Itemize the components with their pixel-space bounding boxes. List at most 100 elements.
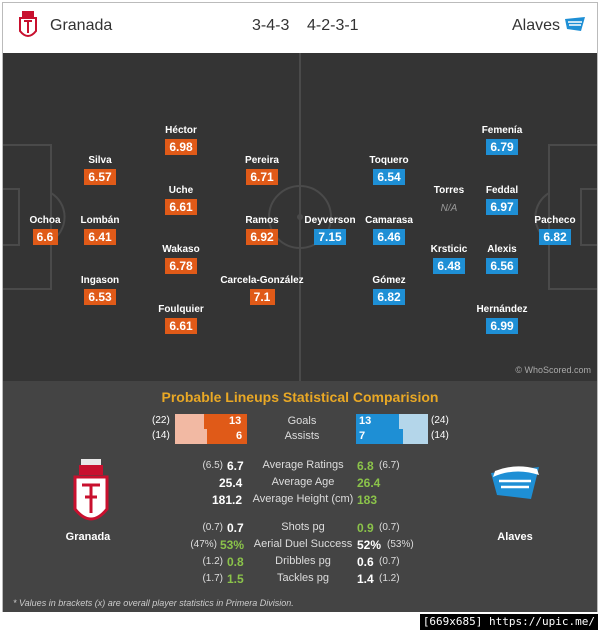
away-assists-value: 7 <box>359 430 366 442</box>
home-team-name[interactable]: Granada <box>50 17 113 34</box>
away-value: 183 <box>357 493 378 507</box>
away-goals-bracket: (24) <box>431 415 449 426</box>
away-bracket: (1.2) <box>379 573 400 584</box>
player-krsticic[interactable]: Krsticic 6.48 <box>404 243 494 275</box>
home-assists-bracket: (14) <box>152 430 170 441</box>
player-name: Krsticic <box>430 244 468 255</box>
player-rating: 6.56 <box>486 258 518 274</box>
player-rating: 6.71 <box>246 169 278 185</box>
player-name: Lombán <box>80 215 120 226</box>
home-assists-value: 6 <box>236 430 243 442</box>
shots-row: (0.7) 0.7 Shots pg 0.9 (0.7) <box>3 520 597 537</box>
player-rating: 6.92 <box>246 229 278 245</box>
assists-label: Assists <box>284 430 320 442</box>
stat-label: Average Ratings <box>262 459 344 471</box>
player-rating: N/A <box>440 203 458 214</box>
match-header: Granada 3-4-3 4-2-3-1 Alaves <box>3 3 597 51</box>
stat-label: Average Height (cm) <box>252 493 354 505</box>
home-value: 53% <box>220 538 245 552</box>
player-ochoa[interactable]: Ochoa 6.6 <box>3 214 90 246</box>
player-name: Gómez <box>372 275 406 286</box>
home-goals-value: 13 <box>229 415 242 427</box>
away-goals-value: 13 <box>359 415 372 427</box>
away-value: 6.8 <box>357 459 374 473</box>
player-name: Héctor <box>165 125 197 136</box>
away-assists-bar <box>356 429 403 444</box>
home-value: 6.7 <box>227 459 244 473</box>
player-femenia[interactable]: Femenía 6.79 <box>457 124 547 156</box>
player-name: Wakaso <box>162 244 200 255</box>
player-wakaso[interactable]: Wakaso 6.78 <box>136 243 226 275</box>
goals-bar-row: (22) 13 Goals 13 (24) <box>3 414 597 429</box>
home-bracket: (1.7) <box>202 573 223 584</box>
player-name: Pereira <box>245 155 279 166</box>
image-watermark: [669x685] https://upic.me/ <box>419 614 598 630</box>
player-hernandez[interactable]: Hernández 6.99 <box>457 303 547 335</box>
player-rating: 6.48 <box>433 258 465 274</box>
player-pacheco[interactable]: Pacheco 6.82 <box>510 214 597 246</box>
player-uche[interactable]: Uche 6.61 <box>136 184 226 216</box>
away-goals-bar <box>356 414 399 429</box>
player-gomez[interactable]: Gómez 6.82 <box>344 274 434 306</box>
player-name: Toquero <box>369 155 409 166</box>
home-assists-bar <box>207 429 247 444</box>
player-hector[interactable]: Héctor 6.98 <box>136 124 226 156</box>
player-rating: 6.54 <box>373 169 405 185</box>
away-bracket: (0.7) <box>379 522 400 533</box>
dribbles-row: (1.2) 0.8 Dribbles pg 0.6 (0.7) <box>3 554 597 571</box>
lineup-widget: Granada 3-4-3 4-2-3-1 Alaves Ochoa 6 <box>2 2 598 612</box>
player-name: Ramos <box>245 215 279 226</box>
player-name: Alexis <box>487 244 517 255</box>
player-name: Uche <box>168 185 194 196</box>
whoscored-credit: © WhoScored.com <box>515 365 591 375</box>
stat-label: Shots pg <box>281 521 325 533</box>
away-bracket: (0.7) <box>379 556 400 567</box>
player-alexis[interactable]: Alexis 6.56 <box>457 243 547 275</box>
away-value: 0.9 <box>357 521 374 535</box>
home-value: 0.7 <box>227 521 244 535</box>
away-team-name[interactable]: Alaves <box>511 17 560 34</box>
player-ingason[interactable]: Ingason 6.53 <box>55 274 145 306</box>
away-bracket: (53%) <box>387 539 414 550</box>
player-rating: 6.53 <box>84 289 116 305</box>
player-rating: 6.99 <box>486 318 518 334</box>
player-deyverson[interactable]: Deyverson 7.15 <box>285 214 375 246</box>
player-pereira[interactable]: Pereira 6.71 <box>217 154 307 186</box>
player-name: Hernández <box>476 304 528 315</box>
player-silva[interactable]: Silva 6.57 <box>55 154 145 186</box>
average-ratings-row: (6.5) 6.7 Average Ratings 6.8 (6.7) <box>3 458 597 475</box>
player-name: Foulquier <box>158 304 204 315</box>
home-goals-bracket: (22) <box>152 415 170 426</box>
player-ramos[interactable]: Ramos 6.92 <box>217 214 307 246</box>
player-toquero[interactable]: Toquero 6.54 <box>344 154 434 186</box>
away-value: 26.4 <box>357 476 381 490</box>
player-name: Carcela-González <box>220 275 304 286</box>
granada-crest-icon <box>19 11 37 37</box>
average-height-row: 181.2 Average Height (cm) 183 <box>3 492 597 509</box>
player-rating: 6.57 <box>84 169 116 185</box>
player-name: Pacheco <box>534 215 576 226</box>
player-name: Femenía <box>481 125 523 136</box>
player-name: Camarasa <box>365 215 413 226</box>
player-carcela-gonzalez[interactable]: Carcela-González 7.1 <box>217 274 307 306</box>
player-lomban[interactable]: Lombán 6.41 <box>55 214 145 246</box>
stat-label: Aerial Duel Success <box>253 538 353 550</box>
player-foulquier[interactable]: Foulquier 6.61 <box>136 303 226 335</box>
away-value: 0.6 <box>357 555 374 569</box>
stat-label: Tackles pg <box>277 572 329 584</box>
home-bracket: (0.7) <box>202 522 223 533</box>
player-camarasa[interactable]: Camarasa 6.46 <box>344 214 434 246</box>
alaves-crest-icon <box>565 17 585 31</box>
goals-label: Goals <box>287 415 317 427</box>
home-team-label[interactable]: Granada <box>65 531 111 543</box>
player-rating: 6.46 <box>373 229 405 245</box>
away-team-label[interactable]: Alaves <box>497 531 533 543</box>
comparison-title: Probable Lineups Statistical Comparision <box>161 389 439 405</box>
away-value: 1.4 <box>357 572 374 586</box>
granada-large-crest-icon <box>73 459 109 521</box>
stat-label: Dribbles pg <box>275 555 331 567</box>
alaves-large-crest-icon <box>491 466 539 499</box>
player-torres[interactable]: Torres N/A <box>404 184 494 217</box>
player-name: Torres <box>433 185 465 196</box>
player-feddal[interactable]: Feddal 6.97 <box>457 184 547 216</box>
